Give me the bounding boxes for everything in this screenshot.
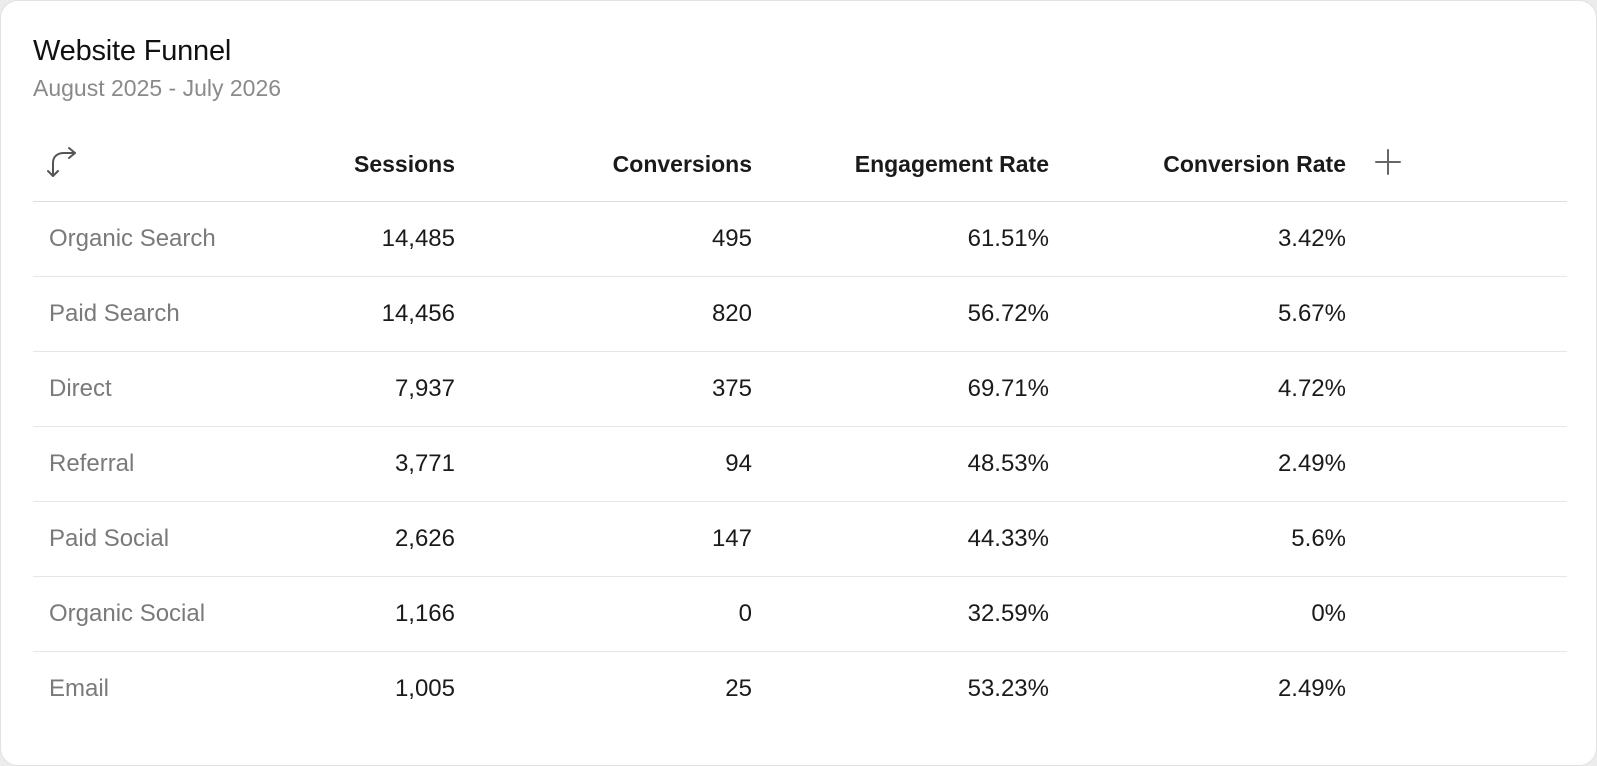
row-label: Direct [33, 351, 185, 427]
conversion-rate-cell: 2.49% [1049, 426, 1346, 502]
conversions-cell: 820 [455, 276, 752, 352]
empty-cell [1346, 651, 1567, 726]
sessions-cell: 1,166 [185, 576, 455, 652]
conversions-cell: 375 [455, 351, 752, 427]
row-label: Organic Social [33, 576, 205, 652]
conversion-rate-cell: 3.42% [1049, 201, 1346, 277]
table-header-row: Sessions Conversions Engagement Rate Con… [33, 129, 1567, 202]
card-title: Website Funnel [33, 35, 232, 67]
conversions-cell: 25 [725, 674, 752, 702]
empty-cell [1346, 576, 1567, 652]
conversions-cell: 0 [455, 576, 752, 652]
conversions-cell: 94 [455, 426, 752, 502]
empty-cell [1346, 351, 1567, 427]
engagement-rate-cell: 53.23% [967, 674, 1049, 702]
engagement-rate-cell: 32.59% [752, 576, 1049, 652]
sessions-cell: 3,771 [185, 426, 455, 502]
engagement-rate-cell: 48.53% [752, 426, 1049, 502]
sessions-cell: 7,937 [185, 351, 455, 427]
conversion-rate-cell: 5.67% [1049, 276, 1346, 352]
column-header-conversions[interactable]: Conversions [455, 129, 752, 202]
sessions-cell: 14,485 [185, 201, 455, 277]
column-header-sessions[interactable]: Sessions [185, 129, 455, 202]
plus-icon [1374, 148, 1402, 182]
swap-arrows-icon [47, 146, 77, 184]
conversion-rate-cell: 5.6% [1049, 501, 1346, 577]
conversion-rate-cell: 0% [1049, 576, 1346, 652]
engagement-rate-cell: 56.72% [752, 276, 1049, 352]
column-header-conversion-rate[interactable]: Conversion Rate [1049, 129, 1346, 202]
empty-cell [1346, 426, 1567, 502]
table-row: Email 1,005 25 53.23% 2.49% [33, 651, 1567, 726]
row-label: Paid Social [33, 501, 185, 577]
conversions-cell: 495 [455, 201, 752, 277]
conversion-rate-cell: 2.49% [1277, 674, 1346, 702]
table-row: Organic Social 1,166 0 32.59% 0% [33, 576, 1567, 652]
engagement-rate-cell: 69.71% [752, 351, 1049, 427]
row-label: Paid Search [33, 276, 185, 352]
table-row: Direct 7,937 375 69.71% 4.72% [33, 351, 1567, 427]
conversions-cell: 147 [455, 501, 752, 577]
pivot-button[interactable] [33, 129, 185, 202]
empty-cell [1346, 201, 1567, 277]
row-label: Organic Search [33, 201, 216, 277]
row-label: Referral [33, 426, 185, 502]
empty-cell [1346, 276, 1567, 352]
add-column-button[interactable] [1346, 129, 1567, 202]
sessions-cell: 1,005 [394, 674, 455, 702]
table-row: Paid Social 2,626 147 44.33% 5.6% [33, 501, 1567, 577]
table-row: Organic Search 14,485 495 61.51% 3.42% [33, 201, 1567, 277]
sessions-cell: 2,626 [185, 501, 455, 577]
engagement-rate-cell: 44.33% [752, 501, 1049, 577]
conversion-rate-cell: 4.72% [1049, 351, 1346, 427]
table-row: Referral 3,771 94 48.53% 2.49% [33, 426, 1567, 502]
engagement-rate-cell: 61.51% [752, 201, 1049, 277]
column-header-engagement-rate[interactable]: Engagement Rate [752, 129, 1049, 202]
funnel-table: Sessions Conversions Engagement Rate Con… [33, 129, 1567, 726]
row-label: Email [49, 674, 110, 702]
date-range: August 2025 - July 2026 [33, 75, 282, 101]
empty-cell [1346, 501, 1567, 577]
card-header: Website Funnel August 2025 - July 2026 [33, 33, 281, 103]
sessions-cell: 14,456 [185, 276, 455, 352]
table-row: Paid Search 14,456 820 56.72% 5.67% [33, 276, 1567, 352]
